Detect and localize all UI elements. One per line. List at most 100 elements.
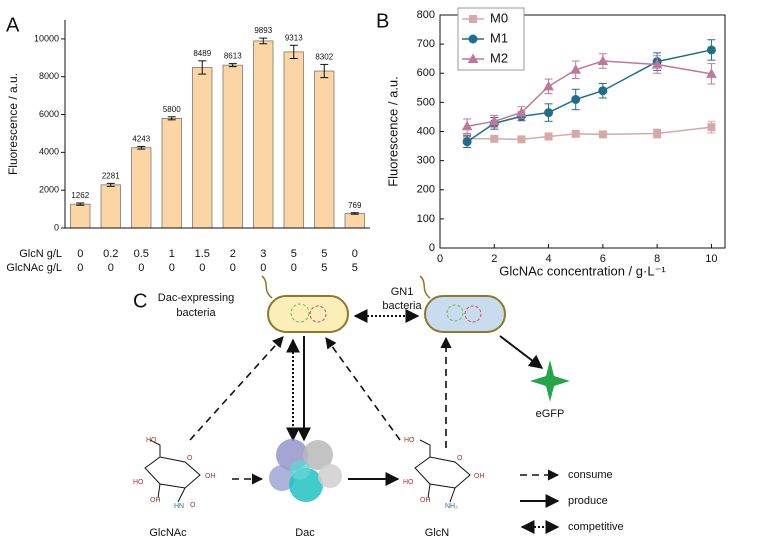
x-tick-label: 3 — [260, 248, 266, 260]
molecule — [414, 439, 471, 503]
atom: HO — [146, 437, 157, 444]
legend-label: consume — [568, 469, 613, 481]
x-tick-label: 1.5 — [195, 248, 210, 260]
molecule — [144, 439, 201, 503]
x-tick-label: 0.5 — [134, 248, 149, 260]
y-tick-label: 8000 — [39, 71, 59, 81]
y-tick-label: 300 — [417, 155, 435, 167]
x-tick-label: 0 — [437, 253, 443, 265]
x-tick-label: 0 — [108, 262, 114, 274]
x-tick-label: 0 — [199, 262, 205, 274]
x-tick-label: 8 — [654, 253, 660, 265]
atom: NH₂ — [445, 503, 458, 510]
panel-label: B — [376, 10, 389, 32]
marker — [597, 55, 609, 66]
marker — [706, 68, 717, 78]
x-axis-label: GlcNAc concentration / g·L⁻¹ — [499, 263, 666, 278]
bar — [161, 118, 182, 229]
x-tick-label: 5 — [291, 248, 297, 260]
marker — [598, 86, 608, 96]
label: eGFP — [536, 408, 565, 420]
flagellum — [261, 275, 273, 299]
plasmid — [446, 304, 464, 322]
bar — [283, 51, 304, 229]
marker — [598, 130, 607, 139]
label: bacteria — [382, 300, 422, 312]
value-label: 8302 — [315, 53, 333, 62]
plasmid — [309, 305, 327, 323]
flagellum — [419, 275, 431, 299]
atom: OH — [205, 473, 216, 480]
atom: OH — [150, 497, 161, 504]
gn1-bacterium — [424, 295, 506, 333]
y-tick-label: 2000 — [39, 185, 59, 195]
y-tick-label: 4000 — [39, 147, 59, 157]
legend-label: M1 — [490, 30, 508, 45]
marker — [516, 107, 527, 117]
atom: OH — [420, 497, 431, 504]
y-tick-label: 800 — [417, 9, 435, 21]
egfp-star — [530, 360, 570, 402]
y-tick-label: 500 — [417, 96, 435, 108]
x-tick-label: 2 — [230, 248, 236, 260]
x-tick-label: 0.2 — [103, 248, 118, 260]
bar — [192, 67, 213, 229]
bar — [222, 64, 243, 229]
diagram: C Dac-expressing bacteria GN1 bacteria e… — [133, 275, 624, 539]
y-tick-label: 0 — [429, 242, 435, 254]
legend-label: competitive — [568, 521, 624, 533]
x-tick-label: 10 — [705, 253, 717, 265]
arrow — [189, 336, 284, 441]
atom: HO — [403, 479, 414, 486]
x-tick-label: 5 — [321, 262, 327, 274]
y-tick-label: 600 — [417, 67, 435, 79]
x-tick-label: 0 — [260, 262, 266, 274]
marker — [706, 45, 716, 55]
y-tick-label: 200 — [417, 184, 435, 196]
value-label: 4243 — [132, 135, 150, 144]
plasmid — [290, 303, 310, 323]
y-tick-label: 10000 — [34, 33, 59, 43]
arrow — [325, 337, 401, 441]
x-tick-label: 0 — [291, 262, 297, 274]
x-tick-label: 5 — [321, 248, 327, 260]
y-tick-label: 400 — [417, 125, 435, 137]
legend-label: produce — [568, 495, 608, 507]
atom: HO — [404, 437, 415, 444]
panel-label: C — [133, 290, 147, 312]
y-tick-label: 700 — [417, 38, 435, 50]
x-tick-label: 1 — [169, 248, 175, 260]
x-tick-label: 5 — [352, 262, 358, 274]
marker — [651, 58, 663, 69]
label: Dac — [295, 527, 315, 539]
atom: O — [190, 502, 196, 509]
marker — [461, 120, 473, 131]
value-label: 8489 — [193, 49, 211, 58]
label: GN1 — [391, 286, 414, 298]
marker — [462, 137, 472, 147]
label: GlcN — [425, 527, 450, 539]
label: bacteria — [176, 307, 216, 319]
row-name: GlcN g/L — [19, 248, 62, 260]
atom: O — [457, 455, 463, 462]
x-tick-label: 6 — [600, 253, 606, 265]
x-tick-label: 0 — [352, 248, 358, 260]
line — [467, 126, 712, 141]
atom: OH — [474, 473, 485, 480]
x-tick-label: 0 — [230, 262, 236, 274]
marker — [488, 115, 500, 126]
y-axis-label: Fluorescence / a.u. — [385, 76, 400, 187]
y-tick-label: 100 — [417, 213, 435, 225]
marker — [544, 108, 554, 118]
atom: O — [187, 455, 193, 462]
marker — [490, 134, 499, 143]
line — [466, 49, 712, 143]
atom: HN — [174, 503, 184, 510]
value-label: 5800 — [163, 105, 181, 114]
bar — [100, 184, 121, 229]
protein — [269, 439, 342, 502]
bar — [314, 70, 335, 229]
legend-label: M2 — [490, 50, 508, 65]
x-tick-label: 0 — [77, 262, 83, 274]
